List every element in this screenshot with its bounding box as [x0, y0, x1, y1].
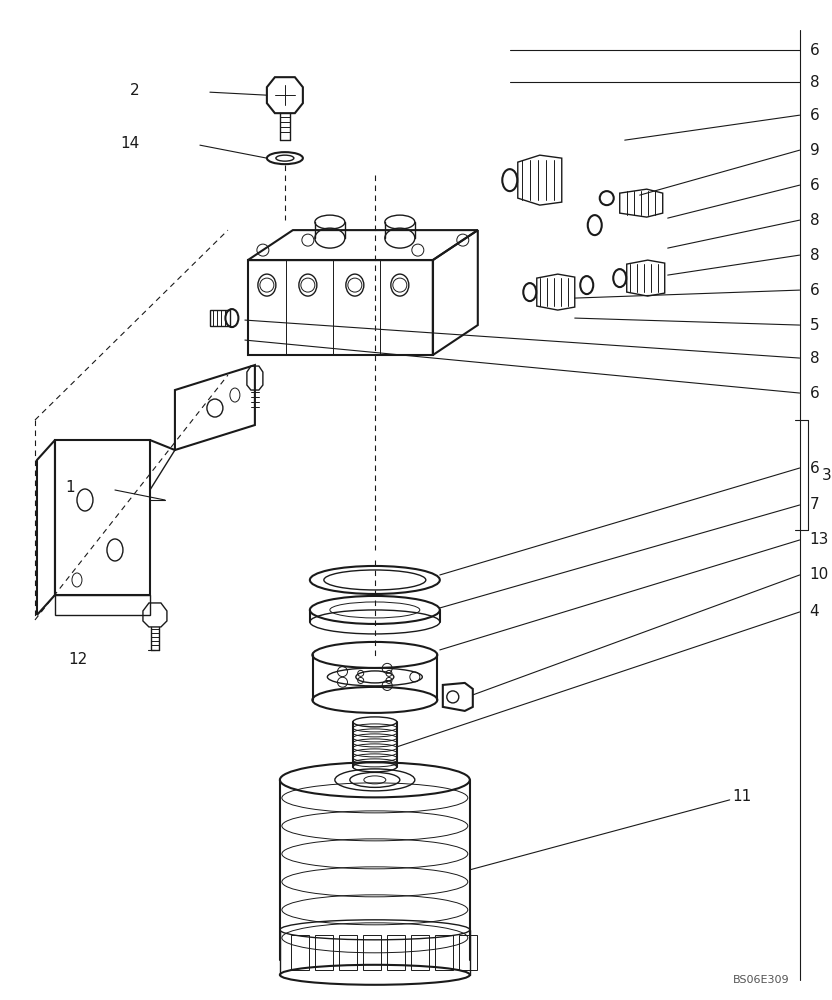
- Bar: [387, 935, 405, 970]
- Text: 6: 6: [810, 461, 820, 476]
- Text: 7: 7: [810, 497, 820, 512]
- Text: 11: 11: [733, 789, 752, 804]
- Text: BS06E309: BS06E309: [733, 975, 790, 985]
- Text: 10: 10: [810, 567, 829, 582]
- Text: 8: 8: [810, 75, 820, 90]
- Text: 6: 6: [810, 43, 820, 58]
- Text: 4: 4: [810, 604, 820, 619]
- Bar: [458, 935, 477, 970]
- Bar: [339, 935, 357, 970]
- Text: 8: 8: [810, 351, 820, 366]
- Text: 13: 13: [810, 532, 829, 547]
- Text: 12: 12: [68, 652, 87, 667]
- Bar: [411, 935, 428, 970]
- Bar: [435, 935, 453, 970]
- Text: 6: 6: [810, 108, 820, 123]
- Text: 8: 8: [810, 213, 820, 228]
- Text: 5: 5: [810, 318, 820, 333]
- Text: 3: 3: [822, 468, 831, 483]
- Text: 14: 14: [120, 136, 139, 151]
- Text: 6: 6: [810, 386, 820, 401]
- Text: 8: 8: [810, 248, 820, 263]
- Text: 1: 1: [65, 480, 75, 495]
- Text: 2: 2: [130, 83, 140, 98]
- Bar: [291, 935, 309, 970]
- Text: 6: 6: [810, 283, 820, 298]
- Text: 6: 6: [810, 178, 820, 193]
- Bar: [363, 935, 381, 970]
- Text: 9: 9: [810, 143, 820, 158]
- Bar: [314, 935, 333, 970]
